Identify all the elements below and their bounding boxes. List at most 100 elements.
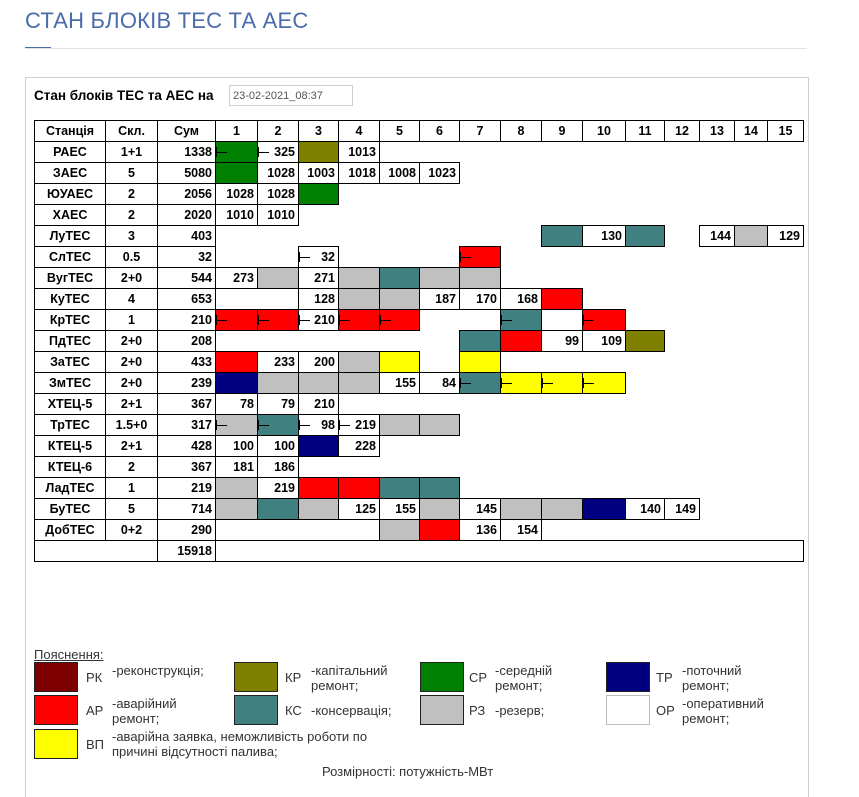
- legend-description: -оперативний ремонт;: [682, 696, 764, 726]
- unit-empty: [626, 415, 665, 436]
- unit-power: 84: [419, 372, 460, 394]
- unit-marker-icon: [460, 252, 473, 262]
- unit-power: 125: [338, 498, 380, 520]
- unit-power-value: 200: [314, 355, 335, 369]
- station-name: ХТЕЦ-5: [34, 393, 106, 415]
- unit-power-value: 1003: [307, 166, 335, 180]
- unit-power-value: 78: [240, 397, 254, 411]
- unit-empty: [501, 163, 542, 184]
- table-row: ХТЕЦ-5 2+1 367 78 79 210: [34, 393, 804, 415]
- unit-power-value: 32: [321, 250, 335, 264]
- unit-empty: [735, 310, 768, 331]
- unit-empty: [583, 478, 626, 499]
- unit-power: 1013: [338, 141, 380, 163]
- unit-status-ar: [257, 309, 299, 331]
- unit-power: 1028: [257, 162, 299, 184]
- table-row: ПдТЕС 2+0 208 99 109: [34, 330, 804, 352]
- unit-power: 219: [338, 414, 380, 436]
- unit-empty: [542, 247, 583, 268]
- station-sum: 239: [157, 372, 216, 394]
- unit-empty: [542, 415, 583, 436]
- unit-status-rz: [298, 372, 339, 394]
- legend-code: АР: [86, 703, 104, 718]
- unit-empty: [700, 310, 735, 331]
- legend-swatch-ks: [234, 695, 278, 725]
- header-unit-3: 3: [298, 120, 339, 142]
- unit-empty: [542, 478, 583, 499]
- legend-code: КР: [285, 670, 302, 685]
- station-sum: 219: [157, 477, 216, 499]
- unit-empty: [299, 520, 339, 541]
- header-unit-8: 8: [500, 120, 542, 142]
- station-skl: 2: [105, 183, 158, 205]
- unit-power-value: 168: [517, 292, 538, 306]
- unit-empty: [700, 520, 735, 541]
- station-sum: 714: [157, 498, 216, 520]
- unit-empty: [768, 268, 804, 289]
- unit-power-value: 1010: [226, 208, 254, 222]
- unit-power: 128: [298, 288, 339, 310]
- header-station: Станція: [34, 120, 106, 142]
- unit-empty: [626, 394, 665, 415]
- unit-status-ks: [625, 225, 665, 247]
- unit-power: 181: [215, 456, 258, 478]
- unit-empty: [700, 478, 735, 499]
- unit-power-value: 1023: [428, 166, 456, 180]
- unit-empty: [768, 184, 804, 205]
- unit-empty: [258, 247, 299, 268]
- station-sum: 433: [157, 351, 216, 373]
- unit-status-ar: [582, 309, 626, 331]
- header-sum: Сум: [157, 120, 216, 142]
- unit-empty: [700, 247, 735, 268]
- unit-power: 129: [767, 225, 804, 247]
- unit-empty: [665, 142, 700, 163]
- station-sum: 32: [157, 246, 216, 268]
- unit-empty: [583, 289, 626, 310]
- station-skl: 2+0: [105, 267, 158, 289]
- unit-empty: [339, 205, 380, 226]
- unit-empty: [216, 520, 258, 541]
- station-skl: 2+1: [105, 393, 158, 415]
- unit-status-rz: [419, 267, 460, 289]
- legend-code: КС: [285, 703, 302, 718]
- unit-power-value: 149: [675, 502, 696, 516]
- unit-empty: [460, 415, 501, 436]
- unit-power-value: 181: [233, 460, 254, 474]
- unit-power: 144: [699, 225, 735, 247]
- unit-status-rz: [541, 498, 583, 520]
- station-sum: 367: [157, 456, 216, 478]
- unit-empty: [542, 268, 583, 289]
- unit-status-rz: [338, 288, 380, 310]
- unit-marker-icon: [258, 147, 271, 157]
- date-input[interactable]: [229, 85, 353, 106]
- table-row: ЛуТЕС 3 403 130 144 129: [34, 225, 804, 247]
- unit-power-value: 1013: [348, 145, 376, 159]
- unit-power-value: 210: [314, 397, 335, 411]
- unit-empty: [700, 436, 735, 457]
- unit-empty: [665, 394, 700, 415]
- unit-empty: [665, 436, 700, 457]
- unit-empty: [501, 226, 542, 247]
- unit-empty: [665, 226, 700, 247]
- unit-empty: [339, 247, 380, 268]
- page-title: СТАН БЛОКІВ ТЕС ТА АЕС: [25, 8, 309, 33]
- station-sum: 367: [157, 393, 216, 415]
- unit-empty: [735, 520, 768, 541]
- unit-empty: [583, 457, 626, 478]
- station-skl: 0+2: [105, 519, 158, 541]
- table-row: ЛадТЕС 1 219 219: [34, 477, 804, 499]
- unit-status-ar: [500, 330, 542, 352]
- unit-empty: [216, 247, 258, 268]
- unit-empty: [700, 289, 735, 310]
- unit-power: 187: [419, 288, 460, 310]
- unit-power-value: 187: [435, 292, 456, 306]
- station-skl: 1.5+0: [105, 414, 158, 436]
- unit-power-value: 155: [395, 502, 416, 516]
- unit-power: 1003: [298, 162, 339, 184]
- station-sum: 1338: [157, 141, 216, 163]
- unit-power-value: 219: [274, 481, 295, 495]
- unit-empty: [460, 163, 501, 184]
- unit-empty: [735, 289, 768, 310]
- unit-empty: [299, 205, 339, 226]
- unit-empty: [542, 142, 583, 163]
